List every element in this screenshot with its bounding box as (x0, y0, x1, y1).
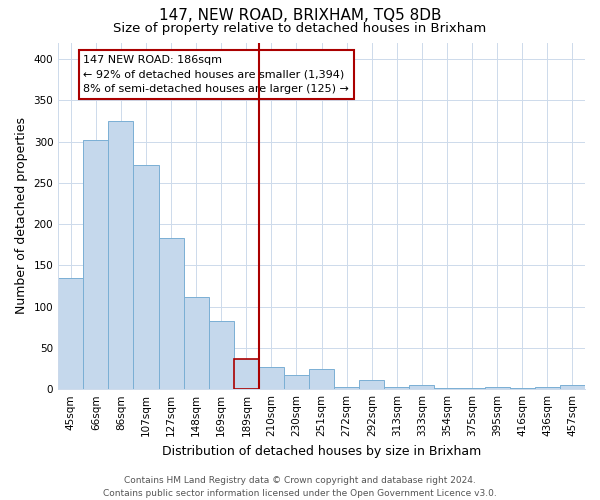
Bar (184, 296, 209, 389)
Bar (309, 370, 334, 389)
Bar (133, 166, 158, 389)
Bar (460, 388, 485, 389)
Bar (109, 121, 133, 389)
Bar (535, 386, 560, 389)
Text: 147, NEW ROAD, BRIXHAM, TQ5 8DB: 147, NEW ROAD, BRIXHAM, TQ5 8DB (159, 8, 441, 22)
Text: Contains HM Land Registry data © Crown copyright and database right 2024.
Contai: Contains HM Land Registry data © Crown c… (103, 476, 497, 498)
Bar (83, 140, 109, 389)
Bar (434, 388, 460, 389)
Bar (284, 375, 309, 389)
Bar (209, 320, 234, 389)
Bar (409, 385, 434, 389)
Bar (359, 380, 385, 389)
Bar (334, 386, 359, 389)
Text: 147 NEW ROAD: 186sqm
← 92% of detached houses are smaller (1,394)
8% of semi-det: 147 NEW ROAD: 186sqm ← 92% of detached h… (83, 55, 349, 94)
Bar (510, 388, 535, 389)
Bar (560, 385, 585, 389)
Bar (58, 278, 83, 389)
Text: Size of property relative to detached houses in Brixham: Size of property relative to detached ho… (113, 22, 487, 35)
Bar (158, 238, 184, 389)
Y-axis label: Number of detached properties: Number of detached properties (15, 118, 28, 314)
Bar (385, 386, 409, 389)
X-axis label: Distribution of detached houses by size in Brixham: Distribution of detached houses by size … (162, 444, 481, 458)
Bar (234, 358, 259, 389)
Bar (485, 386, 510, 389)
Bar (259, 367, 284, 389)
